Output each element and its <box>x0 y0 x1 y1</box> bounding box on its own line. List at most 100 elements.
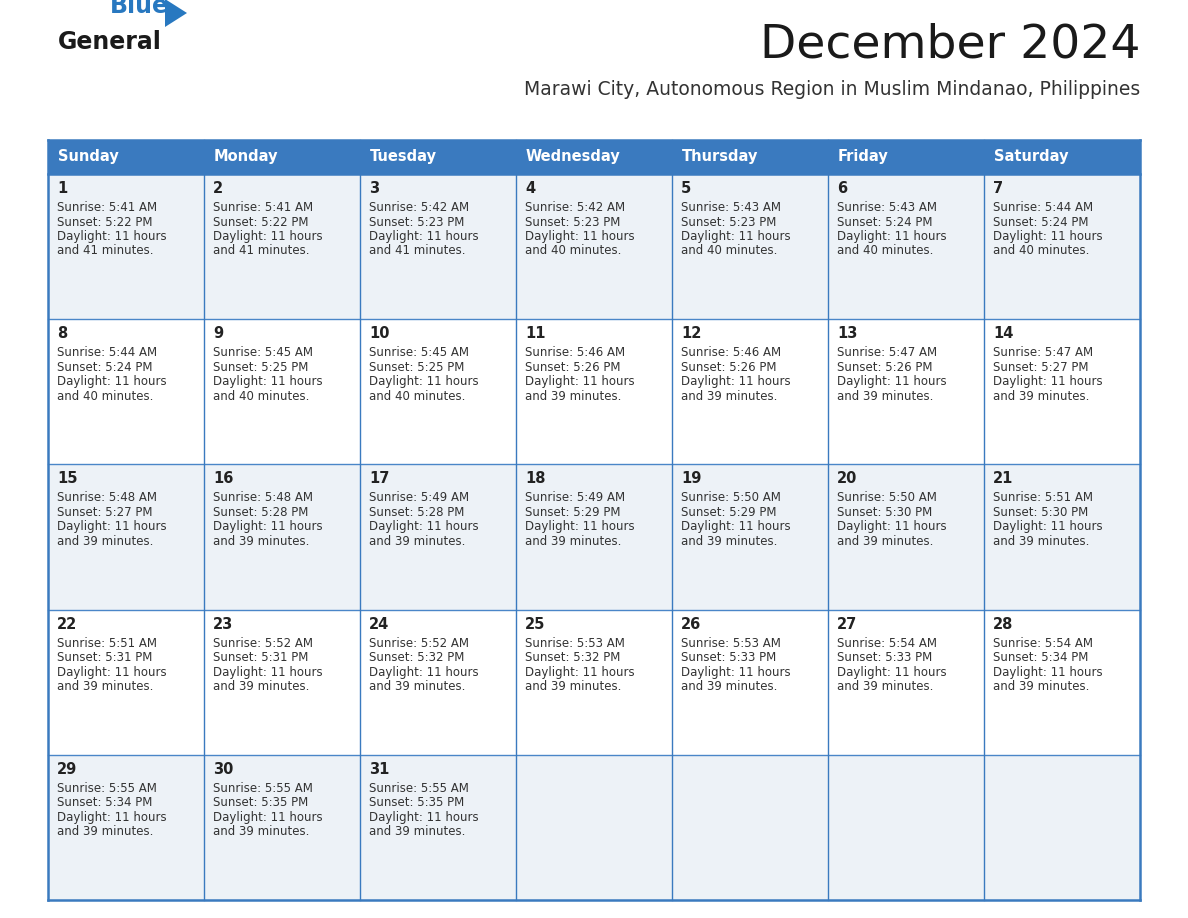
Text: Sunset: 5:22 PM: Sunset: 5:22 PM <box>57 216 152 229</box>
Text: Wednesday: Wednesday <box>526 150 621 164</box>
Text: 2: 2 <box>213 181 223 196</box>
Text: Sunset: 5:30 PM: Sunset: 5:30 PM <box>993 506 1088 519</box>
Text: Daylight: 11 hours: Daylight: 11 hours <box>838 375 947 388</box>
Text: Sunset: 5:23 PM: Sunset: 5:23 PM <box>525 216 620 229</box>
Text: and 39 minutes.: and 39 minutes. <box>681 535 777 548</box>
Text: Daylight: 11 hours: Daylight: 11 hours <box>213 666 323 678</box>
Text: 9: 9 <box>213 326 223 341</box>
Text: and 39 minutes.: and 39 minutes. <box>525 680 621 693</box>
Text: Sunrise: 5:55 AM: Sunrise: 5:55 AM <box>57 782 157 795</box>
Text: Sunrise: 5:55 AM: Sunrise: 5:55 AM <box>213 782 312 795</box>
Text: Sunset: 5:24 PM: Sunset: 5:24 PM <box>838 216 933 229</box>
Text: and 39 minutes.: and 39 minutes. <box>57 680 153 693</box>
Text: and 39 minutes.: and 39 minutes. <box>369 535 466 548</box>
Text: Daylight: 11 hours: Daylight: 11 hours <box>525 521 634 533</box>
Text: Sunrise: 5:50 AM: Sunrise: 5:50 AM <box>838 491 937 504</box>
Text: Daylight: 11 hours: Daylight: 11 hours <box>369 230 479 243</box>
Text: Sunrise: 5:53 AM: Sunrise: 5:53 AM <box>681 636 781 650</box>
Text: and 39 minutes.: and 39 minutes. <box>57 825 153 838</box>
Text: Sunset: 5:32 PM: Sunset: 5:32 PM <box>525 651 620 664</box>
Text: and 39 minutes.: and 39 minutes. <box>993 535 1089 548</box>
Text: 10: 10 <box>369 326 390 341</box>
Text: Sunset: 5:26 PM: Sunset: 5:26 PM <box>681 361 777 374</box>
Text: and 40 minutes.: and 40 minutes. <box>838 244 934 258</box>
Text: Sunrise: 5:50 AM: Sunrise: 5:50 AM <box>681 491 781 504</box>
Text: Sunset: 5:34 PM: Sunset: 5:34 PM <box>993 651 1088 664</box>
Text: Sunrise: 5:47 AM: Sunrise: 5:47 AM <box>993 346 1093 359</box>
Bar <box>48 140 1140 174</box>
Text: and 39 minutes.: and 39 minutes. <box>369 825 466 838</box>
Text: Sunset: 5:22 PM: Sunset: 5:22 PM <box>213 216 309 229</box>
Text: Sunday: Sunday <box>58 150 119 164</box>
Text: Sunset: 5:34 PM: Sunset: 5:34 PM <box>57 796 152 810</box>
Text: Sunrise: 5:46 AM: Sunrise: 5:46 AM <box>681 346 782 359</box>
Text: 27: 27 <box>838 617 858 632</box>
Text: and 39 minutes.: and 39 minutes. <box>993 390 1089 403</box>
Text: Sunset: 5:31 PM: Sunset: 5:31 PM <box>213 651 309 664</box>
Text: Sunrise: 5:44 AM: Sunrise: 5:44 AM <box>57 346 157 359</box>
Text: Sunrise: 5:52 AM: Sunrise: 5:52 AM <box>213 636 312 650</box>
Text: Friday: Friday <box>838 150 889 164</box>
Text: Daylight: 11 hours: Daylight: 11 hours <box>57 375 166 388</box>
Text: Daylight: 11 hours: Daylight: 11 hours <box>213 811 323 823</box>
Text: Tuesday: Tuesday <box>369 150 437 164</box>
Text: Sunset: 5:33 PM: Sunset: 5:33 PM <box>838 651 933 664</box>
Text: and 40 minutes.: and 40 minutes. <box>525 244 621 258</box>
Text: Daylight: 11 hours: Daylight: 11 hours <box>993 230 1102 243</box>
Text: Sunrise: 5:48 AM: Sunrise: 5:48 AM <box>57 491 157 504</box>
Text: Daylight: 11 hours: Daylight: 11 hours <box>525 666 634 678</box>
Text: and 39 minutes.: and 39 minutes. <box>681 390 777 403</box>
Text: 7: 7 <box>993 181 1003 196</box>
Text: Blue: Blue <box>110 0 169 18</box>
Text: and 39 minutes.: and 39 minutes. <box>525 390 621 403</box>
Text: General: General <box>58 30 162 54</box>
Text: Sunset: 5:29 PM: Sunset: 5:29 PM <box>525 506 620 519</box>
Text: and 39 minutes.: and 39 minutes. <box>525 535 621 548</box>
Text: Sunrise: 5:51 AM: Sunrise: 5:51 AM <box>57 636 157 650</box>
Text: Sunrise: 5:46 AM: Sunrise: 5:46 AM <box>525 346 625 359</box>
Text: Daylight: 11 hours: Daylight: 11 hours <box>369 811 479 823</box>
Text: Daylight: 11 hours: Daylight: 11 hours <box>57 230 166 243</box>
Text: Sunrise: 5:45 AM: Sunrise: 5:45 AM <box>213 346 312 359</box>
Text: Sunset: 5:28 PM: Sunset: 5:28 PM <box>369 506 465 519</box>
Text: 1: 1 <box>57 181 68 196</box>
Text: Daylight: 11 hours: Daylight: 11 hours <box>369 666 479 678</box>
Text: Sunrise: 5:42 AM: Sunrise: 5:42 AM <box>369 201 469 214</box>
Text: Daylight: 11 hours: Daylight: 11 hours <box>213 521 323 533</box>
Text: Monday: Monday <box>214 150 278 164</box>
Text: and 41 minutes.: and 41 minutes. <box>213 244 310 258</box>
Text: 30: 30 <box>213 762 233 777</box>
Text: Sunset: 5:25 PM: Sunset: 5:25 PM <box>369 361 465 374</box>
Text: 21: 21 <box>993 472 1013 487</box>
Text: Sunset: 5:30 PM: Sunset: 5:30 PM <box>838 506 933 519</box>
Text: 16: 16 <box>213 472 233 487</box>
Text: Sunset: 5:35 PM: Sunset: 5:35 PM <box>213 796 308 810</box>
Text: Daylight: 11 hours: Daylight: 11 hours <box>681 666 791 678</box>
Text: and 39 minutes.: and 39 minutes. <box>838 390 934 403</box>
Text: and 39 minutes.: and 39 minutes. <box>838 535 934 548</box>
Text: 13: 13 <box>838 326 858 341</box>
Text: Daylight: 11 hours: Daylight: 11 hours <box>369 521 479 533</box>
Text: Daylight: 11 hours: Daylight: 11 hours <box>213 375 323 388</box>
Text: Sunset: 5:23 PM: Sunset: 5:23 PM <box>681 216 777 229</box>
Text: Daylight: 11 hours: Daylight: 11 hours <box>57 521 166 533</box>
Text: Daylight: 11 hours: Daylight: 11 hours <box>57 666 166 678</box>
Text: Sunrise: 5:51 AM: Sunrise: 5:51 AM <box>993 491 1093 504</box>
Text: December 2024: December 2024 <box>759 22 1140 67</box>
Text: Sunset: 5:27 PM: Sunset: 5:27 PM <box>57 506 152 519</box>
Bar <box>48 610 1140 755</box>
Text: and 41 minutes.: and 41 minutes. <box>57 244 153 258</box>
Text: Sunrise: 5:42 AM: Sunrise: 5:42 AM <box>525 201 625 214</box>
Text: 5: 5 <box>681 181 691 196</box>
Text: 28: 28 <box>993 617 1013 632</box>
Text: Sunrise: 5:54 AM: Sunrise: 5:54 AM <box>838 636 937 650</box>
Text: Sunrise: 5:43 AM: Sunrise: 5:43 AM <box>681 201 781 214</box>
Text: Sunrise: 5:49 AM: Sunrise: 5:49 AM <box>525 491 625 504</box>
Text: Sunset: 5:35 PM: Sunset: 5:35 PM <box>369 796 465 810</box>
Text: 29: 29 <box>57 762 77 777</box>
Text: 6: 6 <box>838 181 847 196</box>
Text: 8: 8 <box>57 326 68 341</box>
Text: and 40 minutes.: and 40 minutes. <box>369 390 466 403</box>
Text: and 39 minutes.: and 39 minutes. <box>213 535 309 548</box>
Text: 14: 14 <box>993 326 1013 341</box>
